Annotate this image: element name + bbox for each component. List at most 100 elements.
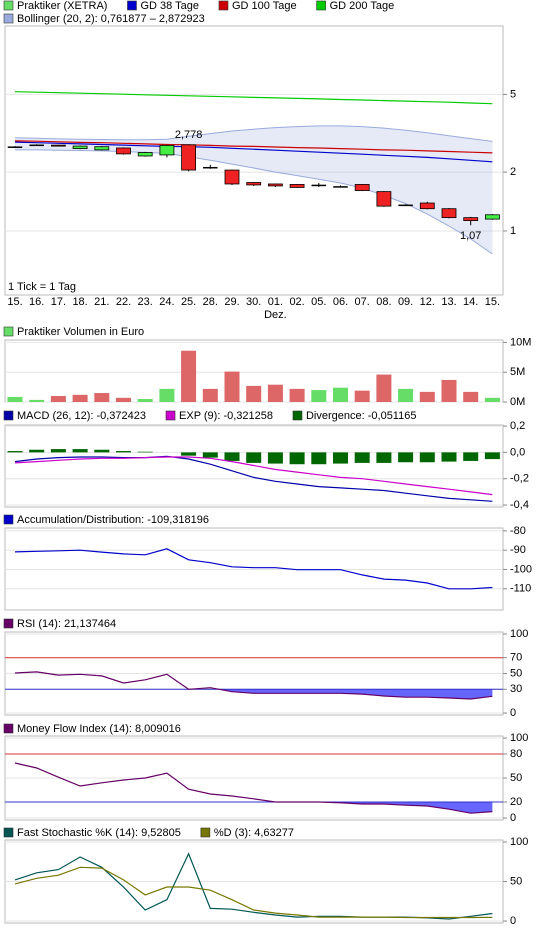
bar bbox=[224, 452, 240, 461]
bar bbox=[181, 452, 197, 456]
legend-swatch bbox=[165, 410, 176, 421]
bollinger-upper bbox=[14, 125, 493, 142]
bar bbox=[419, 391, 435, 402]
bar bbox=[94, 393, 110, 402]
y-tick-label: 50 bbox=[510, 875, 522, 887]
x-tick-label: 21. bbox=[94, 296, 109, 308]
legend-label: GD 100 Tage bbox=[232, 0, 297, 12]
bar bbox=[354, 390, 370, 402]
plot-frame bbox=[4, 25, 504, 296]
legend-swatch bbox=[3, 410, 14, 421]
bar bbox=[202, 388, 218, 402]
bar bbox=[441, 379, 457, 402]
y-tick-label: 50 bbox=[510, 667, 522, 679]
candle-body bbox=[441, 208, 457, 219]
y-tick-label: 100 bbox=[510, 732, 528, 744]
bar bbox=[289, 452, 305, 465]
legend-label: Money Flow Index (14): 8,009016 bbox=[17, 723, 181, 735]
candle-body bbox=[51, 144, 66, 147]
x-tick-label: 22. bbox=[116, 296, 131, 308]
y-tick-label: -80 bbox=[510, 525, 526, 537]
bar bbox=[246, 452, 262, 463]
line bbox=[14, 456, 493, 496]
y-tick-label: 5 bbox=[510, 88, 516, 100]
candle-body bbox=[484, 214, 500, 220]
x-tick-label: 17. bbox=[51, 296, 66, 308]
bar bbox=[50, 396, 66, 402]
y-tick-label: -100 bbox=[510, 563, 532, 575]
legend-swatch bbox=[3, 326, 14, 337]
candle-body bbox=[463, 217, 479, 221]
x-tick-label: 18. bbox=[72, 296, 87, 308]
legend-label: Praktiker Volumen in Euro bbox=[17, 326, 144, 338]
x-tick-label: 06. bbox=[333, 296, 348, 308]
candle-body bbox=[224, 169, 240, 185]
below-reference-fill bbox=[15, 802, 493, 814]
legend-swatch bbox=[3, 723, 14, 734]
bar bbox=[7, 396, 23, 402]
x-tick-label: 30. bbox=[246, 296, 261, 308]
bar bbox=[419, 452, 435, 463]
y-tick-label: 0,2 bbox=[510, 420, 525, 432]
y-tick-label: -110 bbox=[510, 583, 531, 595]
legend-label: Praktiker (XETRA) bbox=[17, 0, 107, 12]
candle-body bbox=[398, 204, 413, 207]
x-tick-label: 16. bbox=[29, 296, 44, 308]
candle-body bbox=[94, 146, 110, 151]
y-tick-label: 20 bbox=[510, 796, 522, 808]
legend-swatch bbox=[3, 514, 14, 525]
x-tick-label: 08. bbox=[376, 296, 391, 308]
line bbox=[14, 671, 493, 700]
bar bbox=[398, 388, 414, 402]
legend-label: Accumulation/Distribution: -109,318196 bbox=[17, 514, 209, 526]
bar bbox=[333, 387, 348, 402]
bar bbox=[7, 451, 23, 453]
candle-body bbox=[333, 186, 348, 188]
legend-label: Bollinger (20, 2): 0,761877 – 2,872923 bbox=[17, 13, 205, 25]
bar bbox=[398, 452, 414, 463]
candle-body bbox=[289, 184, 305, 188]
legend-swatch bbox=[3, 618, 14, 629]
y-tick-label: 0 bbox=[510, 915, 516, 927]
y-tick-label: 0M bbox=[510, 396, 525, 408]
y-tick-label: -0,4 bbox=[510, 499, 529, 511]
bar bbox=[246, 385, 262, 402]
x-tick-label: 02. bbox=[289, 296, 304, 308]
legend-swatch bbox=[3, 13, 14, 24]
bar bbox=[29, 399, 45, 402]
legend-label: RSI (14): 21,137464 bbox=[17, 618, 116, 630]
x-tick-label: 12. bbox=[420, 296, 435, 308]
legend-label: GD 38 Tage bbox=[140, 0, 199, 12]
candle-body bbox=[72, 145, 88, 149]
legend-swatch bbox=[3, 827, 14, 838]
legend-swatch bbox=[316, 0, 326, 11]
candle-body bbox=[203, 166, 218, 169]
bar bbox=[289, 388, 305, 402]
candle-body bbox=[354, 184, 370, 191]
x-tick-label: 28. bbox=[203, 296, 218, 308]
legend-label: Fast Stochastic %K (14): 9,52805 bbox=[17, 827, 181, 839]
legend-swatch bbox=[218, 0, 229, 11]
bar bbox=[94, 449, 110, 453]
x-tick-label: 05. bbox=[311, 296, 326, 308]
candle-body bbox=[137, 152, 153, 157]
bar bbox=[116, 397, 131, 402]
bar bbox=[50, 449, 66, 453]
y-tick-label: 2 bbox=[510, 166, 516, 178]
bar bbox=[267, 452, 283, 464]
annotation: 1,07 bbox=[460, 230, 481, 242]
candle-body bbox=[29, 144, 44, 147]
legend-label: Divergence: -0,051165 bbox=[306, 410, 416, 422]
moving-average bbox=[14, 91, 493, 105]
x-tick-label: 15. bbox=[485, 296, 500, 308]
bar bbox=[463, 391, 479, 402]
note: 1 Tick = 1 Tag bbox=[8, 281, 76, 293]
y-tick-label: 100 bbox=[510, 628, 528, 640]
candle-body bbox=[116, 147, 131, 155]
bar bbox=[484, 452, 500, 460]
below-reference-fill bbox=[15, 689, 493, 699]
bollinger-lower bbox=[15, 149, 493, 255]
y-tick-label: 0 bbox=[510, 707, 516, 719]
legend-label: GD 200 Tage bbox=[330, 0, 395, 12]
y-tick-label: 70 bbox=[510, 652, 522, 664]
